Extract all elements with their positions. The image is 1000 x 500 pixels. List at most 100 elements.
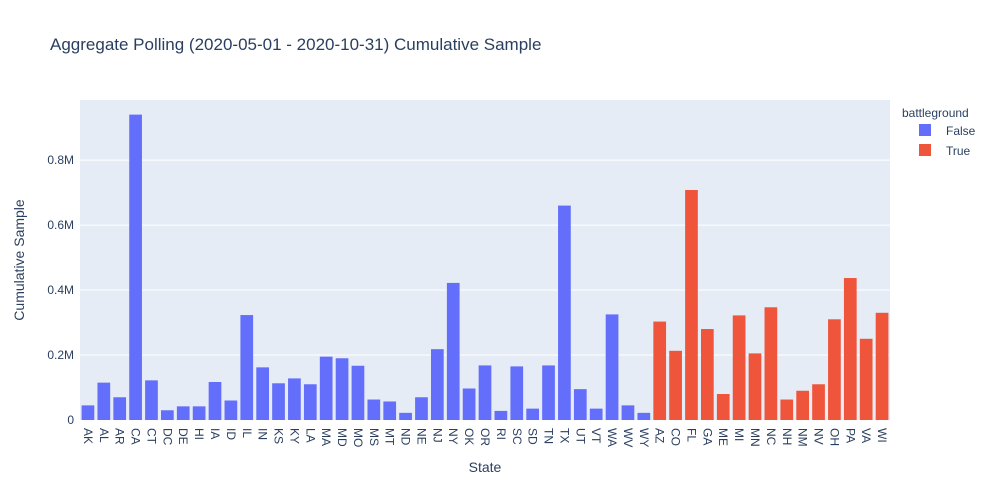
x-tick-label-ri: RI [494,428,508,440]
x-tick-label-sd: SD [526,428,540,445]
bars [81,114,889,420]
legend-swatch-true[interactable] [919,144,931,156]
bar-ct[interactable] [145,380,158,420]
bar-nh[interactable] [780,399,794,420]
x-tick-label-il: IL [240,428,254,438]
bar-mo[interactable] [351,365,365,420]
bar-in[interactable] [256,367,269,420]
x-tick-label-ny: NY [446,428,460,445]
x-tick-label-fl: FL [684,428,698,442]
x-tick-label-wi: WI [875,428,889,443]
x-tick-label-vt: VT [589,428,603,444]
x-tick-label-ma: MA [319,428,333,446]
x-tick-label-or: OR [478,428,492,446]
x-tick-label-mn: MN [748,428,762,447]
x-tick-label-la: LA [303,428,317,443]
chart-title: Aggregate Polling (2020-05-01 - 2020-10-… [50,35,541,54]
bar-wv[interactable] [621,405,635,420]
x-tick-label-ar: AR [113,428,127,445]
legend-label-false[interactable]: False [946,124,976,138]
bar-mt[interactable] [383,401,397,420]
legend-label-true[interactable]: True [946,144,971,158]
bar-al[interactable] [97,382,111,420]
x-axis-title: State [469,459,502,475]
x-tick-label-nm: NM [796,428,810,447]
bar-ne[interactable] [415,397,428,420]
bar-de[interactable] [176,406,190,420]
legend-swatch-false[interactable] [919,124,931,136]
y-axis-title: Cumulative Sample [11,199,27,321]
bar-ky[interactable] [288,378,301,420]
bar-ak[interactable] [81,405,95,420]
bar-ia[interactable] [208,381,222,420]
bar-nj[interactable] [431,349,444,420]
bar-mi[interactable] [732,315,746,420]
x-tick-label-md: MD [335,428,349,447]
bar-fl[interactable] [685,189,698,420]
y-tick-label: 0.8M [47,153,74,167]
bar-hi[interactable] [192,406,206,420]
x-tick-label-pa: PA [843,428,857,443]
bar-oh[interactable] [828,319,841,420]
x-tick-label-ks: KS [272,428,286,444]
x-tick-label-nj: NJ [430,428,444,443]
bar-dc[interactable] [161,410,174,420]
x-tick-label-tx: TX [557,428,571,443]
bar-wa[interactable] [605,314,619,420]
x-tick-label-de: DE [176,428,190,445]
y-tick-label: 0 [67,413,74,427]
bar-pa[interactable] [843,278,857,420]
x-tick-label-ms: MS [367,428,381,446]
bar-ri[interactable] [494,410,508,420]
x-tick-label-nh: NH [780,428,794,445]
bar-co[interactable] [669,350,682,420]
bar-la[interactable] [303,384,317,420]
bar-or[interactable] [478,365,492,420]
bar-ga[interactable] [701,329,714,420]
bar-wy[interactable] [637,412,651,420]
bar-nv[interactable] [812,384,825,420]
bar-ny[interactable] [446,282,460,420]
x-tick-label-nc: NC [764,428,778,446]
x-tick-label-nd: ND [399,428,413,446]
bar-me[interactable] [716,394,730,420]
y-axis-ticks: 0 0.2M 0.4M 0.6M 0.8M [47,153,74,427]
bar-nm[interactable] [796,390,809,420]
bar-md[interactable] [335,358,349,420]
x-tick-label-sc: SC [510,428,524,445]
bar-ar[interactable] [113,397,127,420]
bar-ca[interactable] [129,114,142,420]
y-tick-label: 0.4M [47,283,74,297]
bar-nd[interactable] [399,412,412,420]
x-axis-ticks: AK AL AR CA CT DC DE HI IA ID IL IN KS KY LA MA MD MO MS MT… [81,428,889,447]
x-tick-label-ok: OK [462,428,476,445]
x-tick-label-ky: KY [287,428,301,444]
bar-vt[interactable] [589,408,603,420]
bar-ma[interactable] [319,356,333,420]
bar-va[interactable] [859,338,873,420]
x-tick-label-va: VA [859,428,873,443]
y-tick-label: 0.2M [47,348,74,362]
bar-mn[interactable] [748,353,762,420]
bar-sc[interactable] [510,366,524,420]
bar-ks[interactable] [272,383,285,420]
bar-id[interactable] [224,400,238,420]
x-tick-label-me: ME [716,428,730,446]
bar-sd[interactable] [526,408,539,420]
bar-nc[interactable] [764,307,778,420]
x-tick-label-ct: CT [144,428,158,445]
x-tick-label-hi: HI [192,428,206,440]
bar-tn[interactable] [542,365,555,420]
x-tick-label-ne: NE [414,428,428,445]
bar-ms[interactable] [367,399,381,420]
bar-il[interactable] [240,315,254,420]
bar-ut[interactable] [573,389,587,420]
bar-ok[interactable] [462,388,476,420]
bar-tx[interactable] [558,205,571,420]
bar-wi[interactable] [875,312,889,420]
x-tick-label-nv: NV [812,428,826,445]
legend-title: battleground [902,106,969,120]
x-tick-label-tn: TN [542,428,556,444]
bar-az[interactable] [653,321,667,420]
